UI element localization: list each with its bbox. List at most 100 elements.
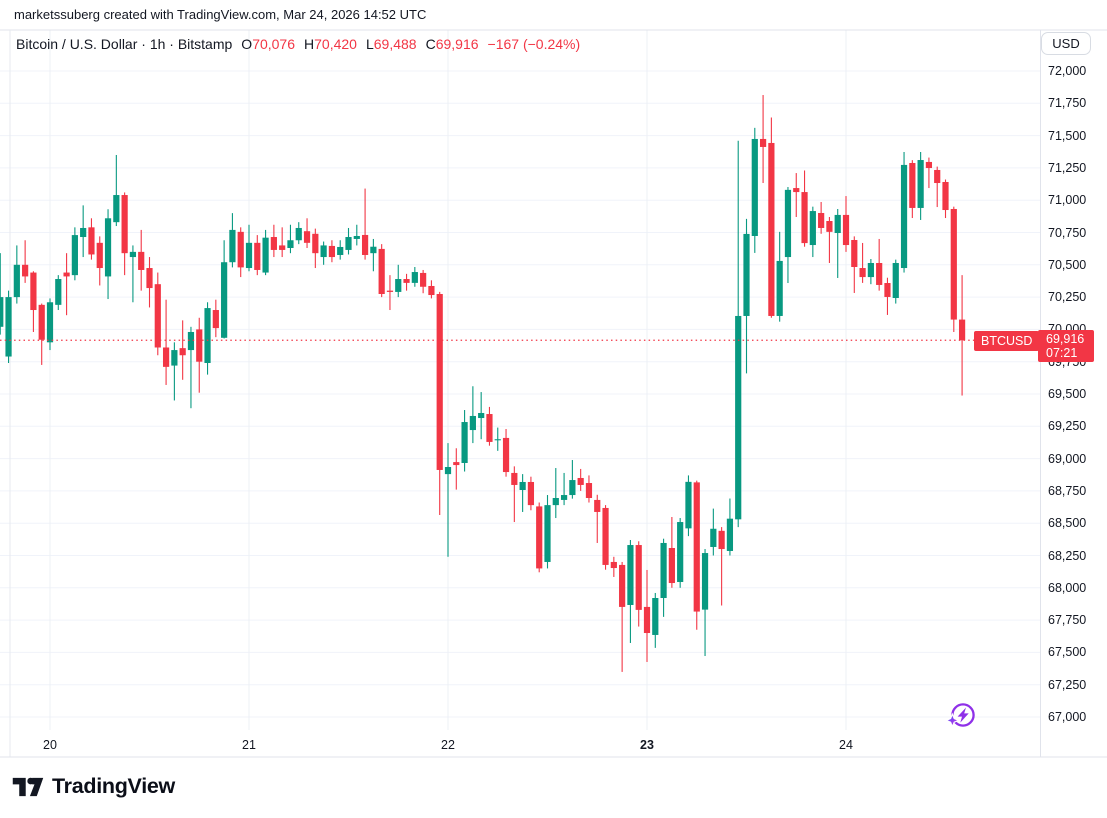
tradingview-logo[interactable]: TradingView <box>12 774 175 799</box>
sparkle-star <box>944 712 961 729</box>
bar-countdown: 07:21 <box>1046 346 1078 360</box>
candle <box>88 227 95 255</box>
candle <box>759 138 767 147</box>
candle <box>171 350 178 366</box>
tradingview-wordmark: TradingView <box>52 774 175 798</box>
candle <box>395 279 402 292</box>
candle <box>129 251 137 258</box>
candle <box>867 262 874 278</box>
candle <box>635 545 642 610</box>
candle <box>826 221 833 232</box>
candle <box>204 308 211 363</box>
candle <box>13 264 20 298</box>
candle <box>63 272 70 277</box>
price-axis-label: 72,000 <box>1048 64 1087 78</box>
price-axis-label: 69,500 <box>1048 387 1087 401</box>
candle <box>22 264 29 277</box>
candle <box>950 208 957 320</box>
candle <box>46 302 54 343</box>
candle <box>701 553 709 610</box>
candle <box>212 310 219 329</box>
price-axis-label: 68,750 <box>1048 483 1087 498</box>
candle <box>478 412 485 419</box>
price-axis-label: 67,750 <box>1048 613 1087 628</box>
candle <box>312 233 319 254</box>
last-price-value: 69,916 <box>1046 332 1085 346</box>
candle <box>279 245 286 250</box>
flash-lightning-icon[interactable] <box>941 697 983 735</box>
price-axis-label: 71,500 <box>1048 128 1087 143</box>
candle <box>96 242 103 269</box>
candle <box>337 246 344 255</box>
candle <box>710 528 717 547</box>
candle <box>5 297 12 357</box>
candle <box>627 545 634 605</box>
candle <box>138 251 145 270</box>
ohlc-values: O70,076 H70,420 L69,488 C69,916 <box>241 36 478 52</box>
candle <box>104 218 112 277</box>
candle <box>942 181 949 211</box>
candle <box>536 506 543 569</box>
price-axis-label: 69,250 <box>1048 419 1087 434</box>
candle <box>876 262 883 285</box>
candle <box>428 285 435 296</box>
price-axis-label: 69,000 <box>1048 451 1087 466</box>
candle <box>569 480 576 496</box>
tradingview-logo-mark <box>12 777 44 796</box>
currency-toggle-button[interactable]: USD <box>1041 32 1091 55</box>
candle <box>917 160 924 208</box>
candle <box>494 439 501 441</box>
time-axis-label-22: 22 <box>441 738 455 752</box>
candle <box>461 422 468 463</box>
price-line-symbol-badge: BTCUSD <box>974 331 1040 351</box>
candle <box>328 245 336 258</box>
candle <box>30 272 37 311</box>
candle <box>378 248 385 294</box>
candle <box>502 437 510 473</box>
candle <box>320 245 327 258</box>
candle <box>602 507 609 565</box>
candle <box>162 347 170 367</box>
candle <box>925 161 933 169</box>
price-axis-label: 68,250 <box>1048 548 1087 563</box>
price-axis-label: 67,500 <box>1048 645 1087 660</box>
candle <box>386 290 394 292</box>
candle <box>643 606 651 634</box>
candle <box>262 237 269 273</box>
candle <box>735 315 742 520</box>
candle <box>469 415 476 431</box>
candle <box>585 483 593 499</box>
price-change: −167 (−0.24%) <box>487 36 581 52</box>
candle <box>121 195 128 254</box>
candle <box>511 472 518 485</box>
candle <box>403 279 410 283</box>
candle <box>958 319 966 341</box>
price-axis-label: 67,000 <box>1048 710 1087 724</box>
candle <box>420 272 427 287</box>
candle <box>353 235 360 239</box>
price-axis-label: 70,500 <box>1048 257 1087 272</box>
candle <box>527 481 535 506</box>
candle <box>892 262 899 299</box>
candle <box>245 242 253 269</box>
candle <box>237 231 244 268</box>
candle <box>685 481 692 529</box>
candle <box>287 240 294 249</box>
candle <box>229 229 236 263</box>
candle <box>71 235 78 276</box>
candle <box>254 242 261 270</box>
candle <box>552 498 559 506</box>
price-axis-label: 71,750 <box>1048 96 1087 111</box>
attribution-text: marketssuberg created with TradingView.c… <box>14 7 427 22</box>
candle <box>726 518 734 551</box>
candle <box>345 237 352 250</box>
candle <box>851 239 858 267</box>
candle <box>38 304 45 340</box>
ohlc-C: C69,916 <box>425 36 479 52</box>
time-axis-label-24: 24 <box>839 738 853 752</box>
candle <box>909 162 916 208</box>
candle <box>444 466 452 475</box>
lightning-bolt <box>957 707 969 723</box>
candle <box>934 169 941 184</box>
